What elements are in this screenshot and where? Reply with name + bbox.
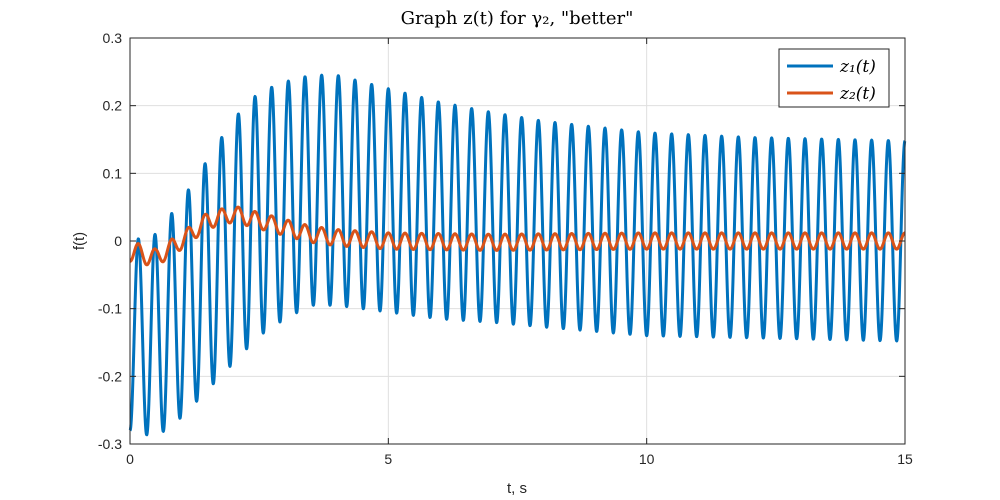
x-tick-label: 0 bbox=[126, 451, 134, 467]
series-layer bbox=[128, 73, 907, 437]
tick-marks bbox=[129, 37, 906, 445]
legend-label-z1: z₁(t) bbox=[839, 57, 876, 77]
plot-area bbox=[128, 37, 907, 445]
y-tick-label: 0.3 bbox=[103, 30, 123, 46]
y-tick-label: -0.1 bbox=[98, 301, 122, 317]
series-z2-line bbox=[128, 205, 907, 267]
legend: z₁(t) z₂(t) bbox=[778, 48, 890, 108]
y-tick-label: 0.1 bbox=[103, 165, 123, 181]
x-tick-label: 10 bbox=[639, 451, 655, 467]
x-tick-label: 15 bbox=[897, 451, 913, 467]
x-axis-label: t, s bbox=[507, 480, 527, 497]
x-tick-label: 5 bbox=[384, 451, 392, 467]
y-tick-label: -0.3 bbox=[98, 436, 122, 452]
legend-label-z2: z₂(t) bbox=[839, 84, 876, 104]
chart-title: Graph z(t) for γ₂, "better" bbox=[401, 8, 634, 29]
y-axis-label: f(t) bbox=[71, 232, 88, 250]
tick-labels: 0 5 10 15 -0.3 -0.2 -0.1 0 0.1 0.2 0.3 bbox=[98, 30, 913, 467]
legend-box bbox=[778, 48, 890, 108]
y-tick-label: 0 bbox=[114, 233, 122, 249]
y-tick-label: -0.2 bbox=[98, 368, 122, 384]
y-tick-label: 0.2 bbox=[103, 98, 123, 114]
